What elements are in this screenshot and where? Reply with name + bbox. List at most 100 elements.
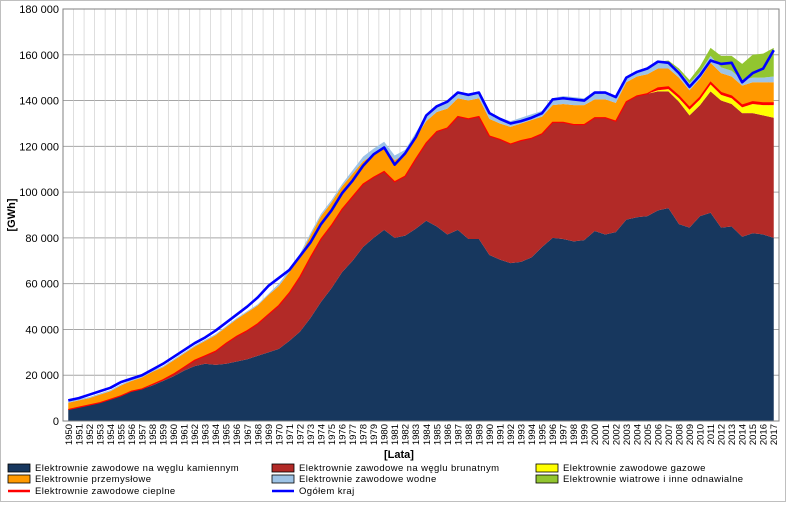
x-tick-label: 1982 xyxy=(401,424,412,445)
x-tick-label: 1967 xyxy=(243,424,254,445)
x-tick-label: 1959 xyxy=(159,424,170,445)
area-elektrownie-przemysłowe xyxy=(68,62,774,410)
x-tick-label: 2006 xyxy=(653,424,664,445)
x-tick-label: 1974 xyxy=(316,424,327,445)
x-tick-label: 2015 xyxy=(748,424,759,445)
x-tick-label: 1976 xyxy=(338,424,349,445)
x-tick-label: 1951 xyxy=(74,424,85,445)
x-tick-label: 1954 xyxy=(106,424,117,445)
x-tick-label: 2001 xyxy=(601,424,612,445)
x-tick-label: 1985 xyxy=(432,424,443,445)
legend-label: Elektrownie zawodowe wodne xyxy=(299,474,437,485)
x-tick-label: 1994 xyxy=(527,424,538,445)
x-tick-label: 1962 xyxy=(190,424,201,445)
y-tick-label: 160 000 xyxy=(19,50,59,62)
x-tick-label: 1980 xyxy=(380,424,391,445)
legend-swatch xyxy=(7,463,31,473)
x-tick-label: 1995 xyxy=(538,424,549,445)
x-tick-label: 2016 xyxy=(759,424,770,445)
x-tick-label: 1988 xyxy=(464,424,475,445)
x-tick-label: 1990 xyxy=(485,424,496,445)
x-tick-label: 1973 xyxy=(306,424,317,445)
x-tick-label: 1999 xyxy=(580,424,591,445)
x-tick-label: 2008 xyxy=(674,424,685,445)
x-tick-label: 1983 xyxy=(411,424,422,445)
x-tick-label: 1993 xyxy=(517,424,528,445)
x-tick-label: 1998 xyxy=(569,424,580,445)
x-tick-label: 2009 xyxy=(685,424,696,445)
legend-label: Elektrownie zawodowe na węglu kamiennym xyxy=(35,463,239,474)
x-tick-label: 2013 xyxy=(727,424,738,445)
x-tick-label: 2014 xyxy=(738,424,749,445)
y-tick-label: 0 xyxy=(53,416,59,428)
x-tick-label: 1997 xyxy=(559,424,570,445)
x-axis-ticks: 1950 1951 1952 1953 1954 1955 1956 1957 1958 1959… xyxy=(64,424,780,445)
x-tick-label: 1955 xyxy=(116,424,127,445)
x-tick-label: 1978 xyxy=(359,424,370,445)
x-tick-label: 2002 xyxy=(611,424,622,445)
x-tick-label: 2017 xyxy=(769,424,780,445)
x-tick-label: 1987 xyxy=(453,424,464,445)
line-series xyxy=(67,49,775,411)
y-tick-label: 180 000 xyxy=(19,4,59,16)
plot-border xyxy=(62,8,780,422)
x-tick-label: 1969 xyxy=(264,424,275,445)
x-tick-label: 2003 xyxy=(622,424,633,445)
area-elektrownie-zawodowe-na-węglu-kamiennym xyxy=(68,208,774,421)
x-tick-label: 1963 xyxy=(201,424,212,445)
x-tick-label: 1961 xyxy=(180,424,191,445)
area-elektrownie-zawodowe-na-węglu-brunatnym xyxy=(68,91,774,410)
x-tick-label: 1966 xyxy=(232,424,243,445)
x-tick-label: 1965 xyxy=(222,424,233,445)
legend-swatch xyxy=(7,474,31,484)
legend-swatch xyxy=(535,474,559,484)
x-tick-label: 2004 xyxy=(632,424,643,445)
y-tick-label: 100 000 xyxy=(19,187,59,199)
legend: Elektrownie zawodowe na węglu kamiennym E… xyxy=(7,463,744,497)
legend-label: Elektrownie zawodowe cieplne xyxy=(35,486,176,497)
line-total xyxy=(67,49,775,402)
x-tick-label: 1991 xyxy=(495,424,506,445)
x-tick-label: 1977 xyxy=(348,424,359,445)
x-tick-label: 1953 xyxy=(95,424,106,445)
legend-label: Elektrownie wiatrowe i inne odnawialne xyxy=(563,474,744,485)
y-axis-ticks: 0 20 000 40 000 60 000 80 000 100 000 120 000 1… xyxy=(19,4,59,428)
x-tick-label: 1984 xyxy=(422,424,433,445)
x-tick-label: 1970 xyxy=(274,424,285,445)
legend-label: Elektrownie zawodowe gazowe xyxy=(563,463,706,474)
x-axis-title: [Lata] xyxy=(384,449,414,461)
legend-swatch xyxy=(271,474,295,484)
x-tick-label: 1996 xyxy=(548,424,559,445)
line-elektrownie-zawodowe-cieplne xyxy=(68,81,774,411)
y-axis-title: [GWh] xyxy=(6,198,18,231)
x-tick-label: 1986 xyxy=(443,424,454,445)
x-tick-label: 1960 xyxy=(169,424,180,445)
legend-swatch xyxy=(271,463,295,473)
legend-label: Elektrownie zawodowe na węglu brunatnym xyxy=(299,463,499,474)
x-tick-label: 1975 xyxy=(327,424,338,445)
y-tick-label: 40 000 xyxy=(25,324,59,336)
x-tick-label: 2012 xyxy=(717,424,728,445)
x-tick-label: 1964 xyxy=(211,424,222,445)
x-tick-label: 1971 xyxy=(285,424,296,445)
y-tick-label: 140 000 xyxy=(19,96,59,108)
x-tick-label: 1979 xyxy=(369,424,380,445)
legend-label: Ogółem kraj xyxy=(299,486,355,497)
x-tick-label: 1957 xyxy=(137,424,148,445)
legend-label: Elektrownie przemysłowe xyxy=(35,474,151,485)
x-tick-label: 1952 xyxy=(85,424,96,445)
x-tick-label: 1992 xyxy=(506,424,517,445)
x-tick-label: 1968 xyxy=(253,424,264,445)
x-tick-label: 1981 xyxy=(390,424,401,445)
x-tick-label: 2005 xyxy=(643,424,654,445)
y-tick-label: 120 000 xyxy=(19,141,59,153)
x-tick-label: 1956 xyxy=(127,424,138,445)
y-tick-label: 60 000 xyxy=(25,279,59,291)
x-tick-label: 2007 xyxy=(664,424,675,445)
x-tick-label: 2000 xyxy=(590,424,601,445)
x-tick-label: 2011 xyxy=(706,424,717,444)
x-tick-label: 1972 xyxy=(295,424,306,445)
y-tick-label: 20 000 xyxy=(25,370,59,382)
